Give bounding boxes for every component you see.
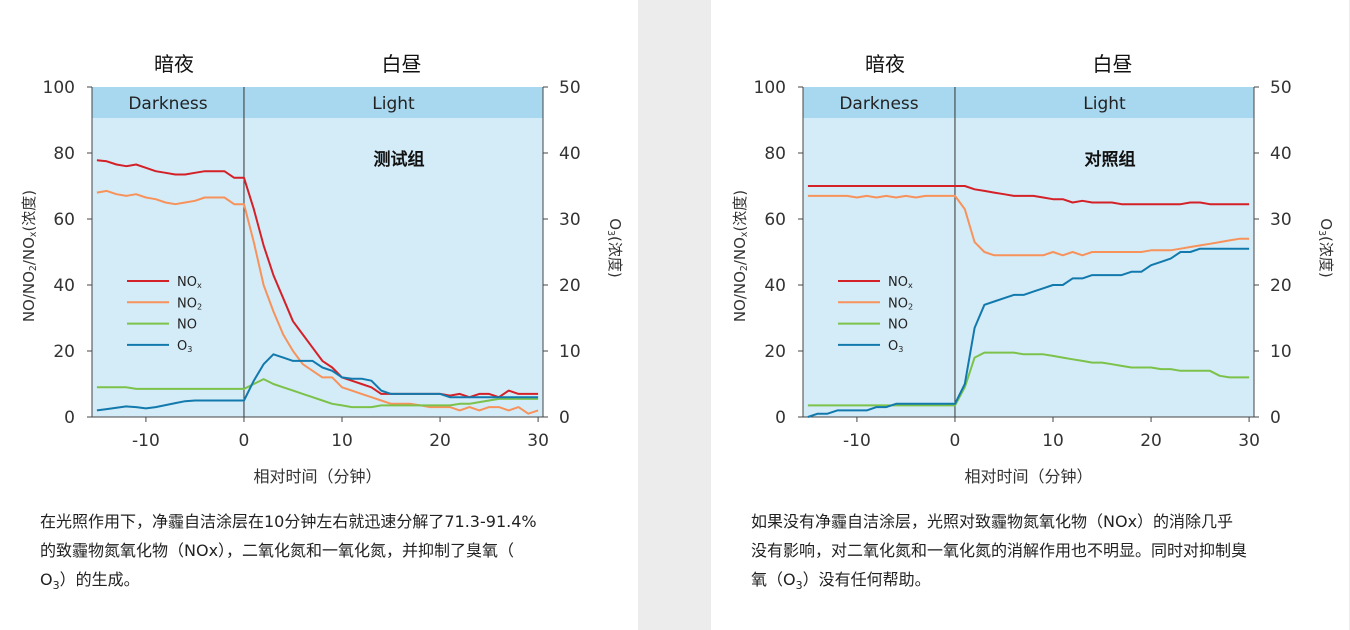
series-line-no2 [807,194,1250,257]
x-tick-label: -10 [843,431,871,451]
y-tick-label: 100 [754,78,786,98]
y2-tick-label: 10 [559,342,581,362]
legend-label-no2: NO2 [177,296,202,311]
y-tick-label: 20 [764,342,786,362]
chart-test: 暗夜 白昼 Darkness Light 测试组 -10 0 10 20 30 0 20 40 60 80 1… [20,52,624,486]
period-label-light: 白昼 [381,52,421,76]
period-label-dark: 暗夜 [154,52,194,76]
y2-tick-label: 0 [559,408,570,428]
light-band [92,87,543,118]
y2-tick-label: 20 [559,276,581,296]
legend-label-no: NO [177,318,197,333]
x-tick-label: 0 [239,431,250,451]
y-tick-label: 60 [764,210,786,230]
x-tick-label: -10 [132,431,160,451]
series-line-no2 [96,189,539,415]
series-line-nox [96,159,539,399]
period-label-light: 白昼 [1092,52,1132,76]
caption-line: O3）的生成。 [40,565,600,600]
legend-label-o3: O3 [888,339,903,354]
y2-tick-label: 20 [1270,276,1292,296]
caption-line: 在光照作用下，净霾自洁涂层在10分钟左右就迅速分解了71.3-91.4% [40,512,537,531]
band-label-light: Light [1083,94,1126,114]
y-tick-label: 80 [53,144,75,164]
caption-text: 氧（O [751,570,796,589]
light-band [803,87,1254,118]
x-tick-label: 10 [1042,431,1064,451]
band-label-light: Light [372,94,415,114]
y2-axis-title: O3(浓度) [605,218,624,277]
caption-line: 如果没有净霾自洁涂层，光照对致霾物氮氧化物（NOx）的消除几乎 [751,512,1234,531]
x-tick-label: 20 [429,431,451,451]
y-tick-label: 40 [53,276,75,296]
y-tick-label: 0 [775,408,786,428]
chart-title: 测试组 [373,149,424,170]
caption-text: ）的生成。 [59,570,140,589]
chart-control: 暗夜 白昼 Darkness Light 对照组 -10 0 10 20 30 0 20 40 60 80 1… [731,52,1335,486]
y-tick-label: 60 [53,210,75,230]
y2-tick-label: 50 [1270,78,1292,98]
y2-tick-label: 30 [559,210,581,230]
y2-axis-title: O3(浓度) [1316,218,1335,277]
series-line-o3 [96,353,539,412]
x-tick-label: 0 [950,431,961,451]
y2-tick-label: 10 [1270,342,1292,362]
y2-tick-label: 0 [1270,408,1281,428]
series-line-o3 [807,247,1250,418]
caption-subscript: 3 [52,579,60,592]
legend-label-no: NO [888,318,908,333]
series-line-no [807,351,1250,407]
legend-label-nox: NOx [888,275,913,290]
caption-control: 如果没有净霾自洁涂层，光照对致霾物氮氧化物（NOx）的消除几乎 没有影响，对二氧… [751,507,1311,600]
y-tick-label: 80 [764,144,786,164]
y-axis-title: NO/NO2/NOx(浓度) [20,190,39,322]
x-tick-label: 20 [1140,431,1162,451]
caption-line: 没有影响，对二氧化氮和一氧化氮的消解作用也不明显。同时对抑制臭 [751,541,1248,560]
caption-line: 的致霾物氮氧化物（NOx），二氧化氮和一氧化氮，并抑制了臭氧（ [40,541,515,560]
x-tick-label: 10 [331,431,353,451]
y2-tick-label: 40 [559,144,581,164]
band-label-dark: Darkness [128,94,207,114]
y2-tick-label: 50 [559,78,581,98]
plot-area [92,87,543,417]
x-tick-label: 30 [1238,431,1260,451]
caption-text: O [40,570,53,589]
caption-line: 氧（O3）没有任何帮助。 [751,565,1311,600]
caption-subscript: 3 [795,579,803,592]
y-axis-title: NO/NO2/NOx(浓度) [731,190,750,322]
y2-tick-label: 40 [1270,144,1292,164]
y2-tick-label: 30 [1270,210,1292,230]
caption-test: 在光照作用下，净霾自洁涂层在10分钟左右就迅速分解了71.3-91.4% 的致霾… [40,507,600,600]
legend-label-no2: NO2 [888,296,913,311]
legend-label-o3: O3 [177,339,192,354]
series-line-no [96,378,539,409]
x-axis-title: 相对时间（分钟） [253,467,381,486]
y-tick-label: 20 [53,342,75,362]
y-tick-label: 40 [764,276,786,296]
chart-panel-control: 暗夜 白昼 Darkness Light 对照组 -10 0 10 20 30 0 20 40 60 80 1… [711,0,1349,630]
x-axis-title: 相对时间（分钟） [964,467,1092,486]
band-label-dark: Darkness [839,94,918,114]
legend-label-nox: NOx [177,275,202,290]
series-line-nox [807,185,1250,206]
caption-text: ）没有任何帮助。 [802,570,931,589]
period-label-dark: 暗夜 [865,52,905,76]
y-tick-label: 100 [43,78,75,98]
chart-title: 对照组 [1084,149,1135,170]
x-tick-label: 30 [527,431,549,451]
y-tick-label: 0 [64,408,75,428]
chart-panel-test: 暗夜 白昼 Darkness Light 测试组 -10 0 10 20 30 0 20 40 60 80 1… [0,0,638,630]
